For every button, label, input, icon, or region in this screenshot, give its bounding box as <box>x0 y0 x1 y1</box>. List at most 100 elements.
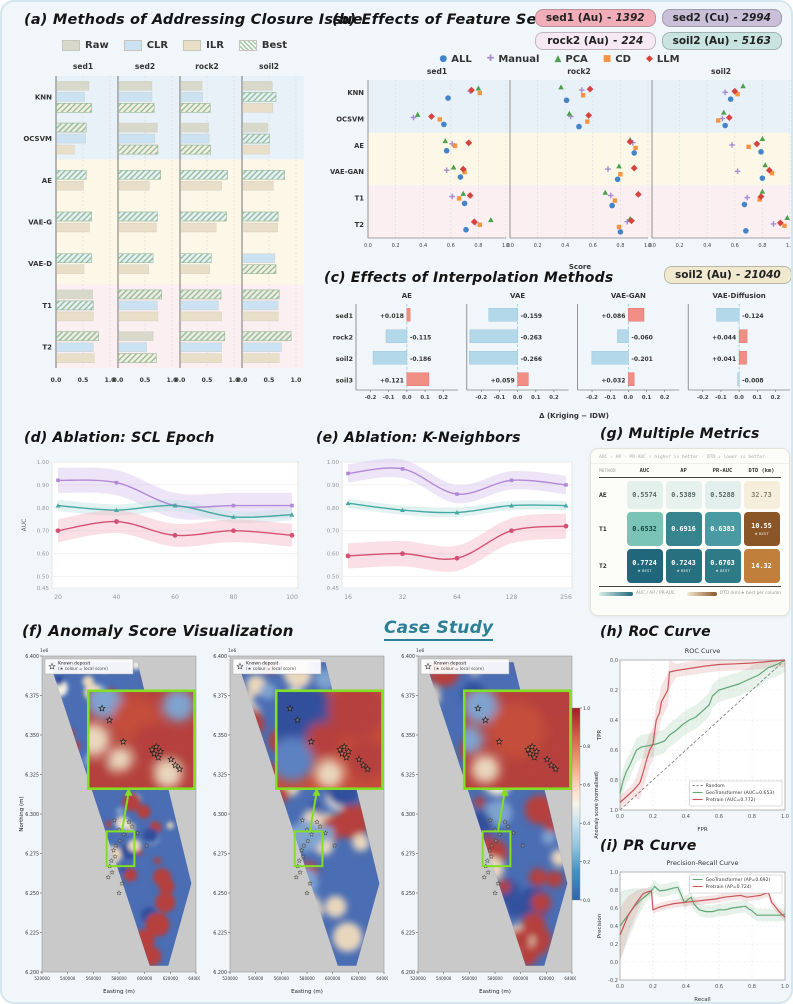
legend-swatch <box>238 40 257 51</box>
bar <box>118 300 158 311</box>
metric-value: 0.7243 <box>671 559 696 567</box>
badge-label: soil2 (Au) <box>672 35 730 47</box>
svg-text:0.4: 0.4 <box>419 243 427 249</box>
deposit-star-icon <box>171 761 180 769</box>
legend-label: CD <box>615 54 631 65</box>
badge-sep: - <box>612 35 618 47</box>
marker <box>488 217 494 223</box>
svg-text:0.8: 0.8 <box>610 778 618 784</box>
marker <box>455 492 459 496</box>
marker <box>776 219 784 227</box>
svg-text:-0.159: -0.159 <box>521 313 542 320</box>
bar <box>617 329 629 343</box>
panel-h-title: (h) RoC Curve <box>600 624 711 640</box>
marker <box>345 553 351 559</box>
methods-closure-svg: sed1 0.0 0.5 1.0 sed2 0.0 0.5 1.0 rock2 0.0 0.5 1.0… <box>23 62 304 384</box>
bar <box>242 181 274 191</box>
badge-soil2-au-21040: soil2 (Au) - 21040 <box>664 266 791 284</box>
svg-text:0.0: 0.0 <box>175 377 186 384</box>
bar <box>242 122 269 133</box>
deposit-star-icon <box>105 716 114 724</box>
marker <box>580 93 586 98</box>
metric-value: 0.7724 <box>632 559 657 567</box>
svg-text:520000: 520000 <box>34 976 50 981</box>
bar <box>56 133 86 144</box>
svg-text:AE: AE <box>402 292 412 300</box>
svg-text:0.8: 0.8 <box>583 744 590 750</box>
deposit-star-icon <box>543 755 551 763</box>
svg-text:6.250: 6.250 <box>25 891 39 897</box>
deposit-star-icon <box>301 842 307 849</box>
confidence-band <box>348 513 566 572</box>
svg-text:620000: 620000 <box>163 976 179 981</box>
svg-text:VAE-GAN: VAE-GAN <box>611 292 646 300</box>
marker <box>563 523 569 529</box>
deposit-star-icon <box>111 817 118 823</box>
deposit-star-icon <box>143 842 150 849</box>
svg-text:0.6: 0.6 <box>589 243 597 249</box>
deposit-star-icon <box>314 818 320 825</box>
svg-text:520000: 520000 <box>222 976 238 981</box>
svg-text:520000: 520000 <box>410 976 426 981</box>
svg-text:rock2: rock2 <box>333 333 353 341</box>
svg-text:0.8: 0.8 <box>748 984 756 990</box>
svg-text:Precision-Recall Curve: Precision-Recall Curve <box>667 859 739 867</box>
svg-text:1e6: 1e6 <box>416 648 424 654</box>
marker <box>727 96 734 102</box>
deposit-star-icon <box>119 737 128 745</box>
marker <box>289 532 295 538</box>
svg-text:64: 64 <box>453 594 461 601</box>
marker <box>735 91 740 97</box>
svg-text:6.375: 6.375 <box>213 693 227 699</box>
badge-sep: - <box>735 269 741 281</box>
marker <box>576 123 582 130</box>
marker <box>414 111 421 117</box>
panel-e-chart: 1.00 0.90 0.80 0.70 0.60 0.50 0.45 16 32 64 128 256 <box>314 452 580 618</box>
svg-text:0.5: 0.5 <box>140 377 151 384</box>
deposit-star-icon <box>363 765 372 773</box>
svg-text:Score: Score <box>569 263 591 270</box>
deposit-star-icon <box>110 847 117 853</box>
bar <box>56 264 85 274</box>
marker <box>461 200 468 207</box>
svg-text:T2: T2 <box>355 221 365 229</box>
deposit-star-icon <box>510 830 517 836</box>
bar <box>180 264 210 274</box>
svg-text:0.1: 0.1 <box>753 395 763 401</box>
svg-text:0.45: 0.45 <box>327 586 340 592</box>
svg-text:0.4: 0.4 <box>561 243 569 249</box>
panel-a-chart: sed1 0.0 0.5 1.0 sed2 0.0 0.5 1.0 rock2 0.0 0.5 1.0… <box>16 60 308 404</box>
svg-text:6.400: 6.400 <box>401 654 415 660</box>
map-legend-box <box>232 658 322 675</box>
marker <box>614 176 621 183</box>
svg-text:0.2: 0.2 <box>660 395 670 401</box>
svg-text:0.4: 0.4 <box>610 718 618 724</box>
roc-chart: ROC Curve 0.0 0.2 0.4 0.6 0.8 1.0 0.0 0.2 0.4 0.6 0… <box>594 644 791 838</box>
marker <box>753 140 761 148</box>
svg-text:VAE-Diffusion: VAE-Diffusion <box>712 292 765 300</box>
svg-text:Anomaly score (normalised): Anomaly score (normalised) <box>594 771 600 838</box>
bar <box>56 81 90 91</box>
svg-text:256: 256 <box>560 594 572 601</box>
marker <box>564 483 568 487</box>
bar <box>56 222 90 233</box>
anomaly-map-svg: Known deposit(★ colour = local score) 6.4… <box>401 648 580 995</box>
best-badge: ★ BEST <box>715 568 730 573</box>
marker <box>563 97 570 104</box>
svg-text:AE: AE <box>354 142 364 150</box>
deposit-star-icon <box>340 742 349 750</box>
svg-text:0.6: 0.6 <box>447 243 455 249</box>
badge-label: soil2 (Au) <box>675 269 732 281</box>
svg-text:560000: 560000 <box>462 976 478 981</box>
svg-text:GeoTransformer (AP=0.692): GeoTransformer (AP=0.692) <box>706 877 771 883</box>
bar <box>469 351 518 365</box>
metric-cell: 0.5288 <box>704 481 741 509</box>
deposit-star-icon <box>150 749 158 757</box>
deposit-star-icon <box>300 853 306 860</box>
deposit-star-icon <box>129 823 135 830</box>
svg-text:VAE: VAE <box>510 292 525 300</box>
svg-text:0.0: 0.0 <box>513 395 523 401</box>
svg-text:0.2: 0.2 <box>610 942 618 948</box>
deposit-star-icon <box>338 749 346 757</box>
legend-item: ◆ LLM <box>646 54 680 65</box>
